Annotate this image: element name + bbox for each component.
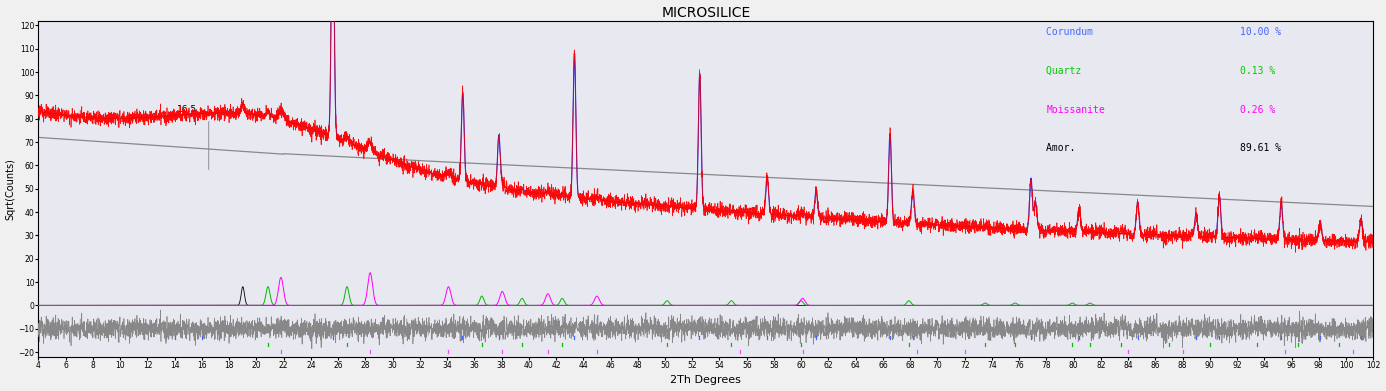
Text: Amor.: Amor. xyxy=(1046,143,1105,153)
X-axis label: 2Th Degrees: 2Th Degrees xyxy=(671,375,742,386)
Text: 0.13 %: 0.13 % xyxy=(1240,66,1275,76)
Text: Quartz: Quartz xyxy=(1046,66,1105,76)
Text: 10.00 %: 10.00 % xyxy=(1240,27,1281,38)
Text: Corundum: Corundum xyxy=(1046,27,1105,38)
Text: Moissanite: Moissanite xyxy=(1046,105,1105,115)
Title: MICROSILICE: MICROSILICE xyxy=(661,5,750,20)
Text: 0.26 %: 0.26 % xyxy=(1240,105,1275,115)
Text: 16.5: 16.5 xyxy=(177,105,198,114)
Y-axis label: Sqrt(Counts): Sqrt(Counts) xyxy=(6,158,15,220)
Text: 89.61 %: 89.61 % xyxy=(1240,143,1281,153)
